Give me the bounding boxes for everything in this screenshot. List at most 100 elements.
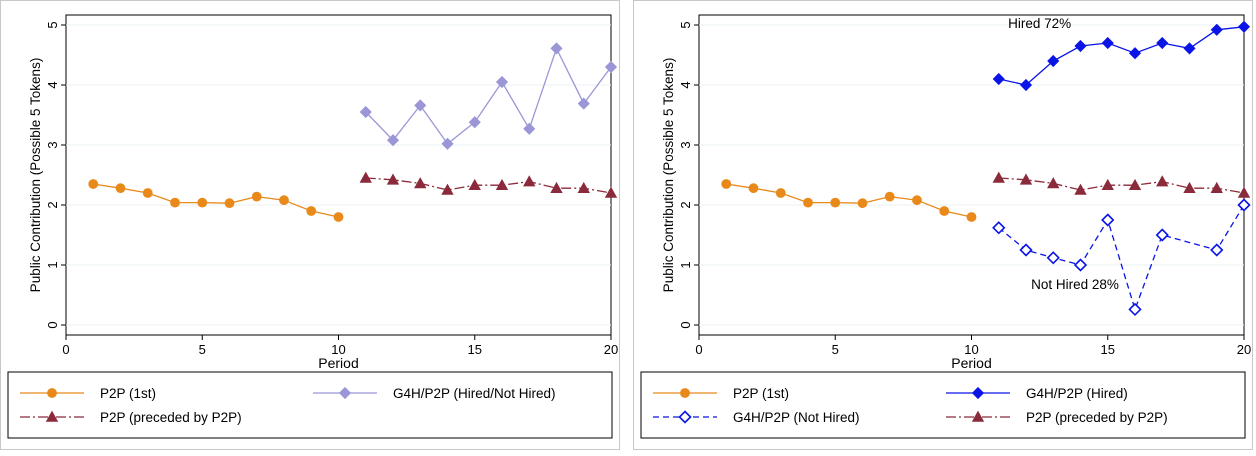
data-point — [359, 171, 372, 183]
legend-entry: P2P (preceded by P2P) — [20, 410, 242, 425]
data-point — [1128, 302, 1142, 317]
data-point — [115, 183, 126, 194]
legend-label: G4H/P2P (Hired) — [1026, 386, 1128, 401]
data-point — [857, 198, 868, 209]
x-tick-label: 5 — [199, 342, 206, 357]
legend-swatch-marker — [338, 386, 352, 400]
legend-swatch-marker — [971, 410, 985, 422]
y-tick-label: 0 — [45, 321, 60, 328]
series-1 — [359, 42, 618, 150]
y-tick-label: 1 — [45, 261, 60, 268]
y-axis-title: Public Contribution (Possible 5 Tokens) — [661, 58, 676, 293]
data-point — [1019, 243, 1033, 257]
data-point — [306, 206, 317, 216]
data-point — [1019, 173, 1033, 185]
y-tick-label: 1 — [678, 261, 693, 268]
y-tick-label: 0 — [678, 321, 693, 328]
data-point — [1101, 213, 1115, 227]
y-tick-label: 3 — [678, 141, 693, 148]
series-line — [998, 177, 1245, 194]
data-point — [1210, 181, 1223, 194]
data-point — [1101, 36, 1114, 50]
data-point — [468, 178, 481, 191]
data-point — [748, 183, 759, 194]
y-tick-label: 3 — [45, 141, 60, 148]
legend-label: P2P (1st) — [733, 386, 789, 401]
data-point — [1074, 39, 1087, 53]
data-point — [1047, 54, 1060, 68]
legend-swatch-marker — [680, 388, 690, 398]
data-point — [604, 60, 618, 74]
data-point — [523, 122, 536, 135]
y-tick-label: 2 — [678, 201, 693, 208]
data-point — [550, 181, 563, 194]
data-point — [1156, 36, 1169, 50]
data-point — [224, 198, 235, 209]
data-point — [441, 137, 454, 150]
legend-swatch-marker — [678, 410, 692, 424]
series-line — [93, 183, 339, 218]
plot-area — [65, 14, 612, 336]
x-tick-label: 10 — [964, 342, 978, 357]
x-tick-label: 0 — [695, 342, 702, 357]
legend-entry: G4H/P2P (Not Hired) — [653, 410, 860, 425]
data-point — [1046, 251, 1060, 265]
legend-entry: P2P (preceded by P2P) — [946, 410, 1168, 425]
legend-swatch-marker — [47, 388, 57, 398]
data-point — [604, 186, 618, 198]
series-2 — [359, 171, 618, 198]
series-line — [365, 177, 612, 194]
data-point — [333, 212, 344, 222]
data-point — [775, 188, 786, 198]
series-0 — [721, 179, 977, 222]
data-point — [414, 99, 427, 112]
data-point — [414, 177, 427, 189]
legend-label: P2P (preceded by P2P) — [1026, 410, 1168, 425]
data-point — [441, 183, 454, 195]
series-line — [365, 46, 612, 145]
legend-label: G4H/P2P (Not Hired) — [733, 410, 860, 425]
data-point — [523, 175, 536, 187]
data-point — [495, 75, 509, 89]
data-point — [992, 221, 1006, 235]
data-point — [966, 212, 977, 222]
data-point — [1074, 183, 1087, 195]
legend-swatch-marker — [45, 410, 59, 422]
data-point — [803, 197, 813, 208]
data-point — [577, 97, 590, 110]
x-axis-title: Period — [318, 355, 358, 371]
x-tick-label: 20 — [604, 342, 618, 357]
data-point — [1210, 23, 1223, 36]
data-point — [1183, 42, 1196, 55]
legend-box — [7, 371, 613, 439]
legend-entry: P2P (1st) — [653, 386, 789, 401]
x-tick-label: 20 — [1237, 342, 1251, 357]
data-point — [939, 206, 950, 216]
x-tick-label: 15 — [1101, 342, 1115, 357]
annotation: Not Hired 28% — [1031, 277, 1119, 292]
annotation: Hired 72% — [1008, 16, 1071, 31]
legend-label: P2P (1st) — [100, 386, 156, 401]
legend-label: P2P (preceded by P2P) — [100, 410, 242, 425]
legend-label: G4H/P2P (Hired/Not Hired) — [393, 386, 556, 401]
y-axis-title: Public Contribution (Possible 5 Tokens) — [28, 58, 43, 293]
data-point — [495, 178, 509, 191]
data-point — [279, 195, 289, 206]
data-point — [1101, 178, 1114, 191]
data-point — [386, 134, 400, 147]
data-point — [251, 191, 262, 202]
data-point — [1073, 258, 1088, 272]
x-tick-label: 0 — [62, 342, 69, 357]
legend-box — [640, 371, 1246, 439]
data-point — [577, 181, 590, 194]
y-tick-label: 4 — [678, 81, 693, 88]
series-3 — [992, 171, 1251, 198]
data-point — [992, 72, 1005, 86]
data-point — [468, 116, 481, 129]
data-point — [1019, 78, 1033, 92]
y-tick-label: 4 — [45, 81, 60, 88]
data-point — [1237, 198, 1251, 212]
y-tick-label: 5 — [678, 21, 693, 28]
data-point — [1156, 175, 1169, 187]
